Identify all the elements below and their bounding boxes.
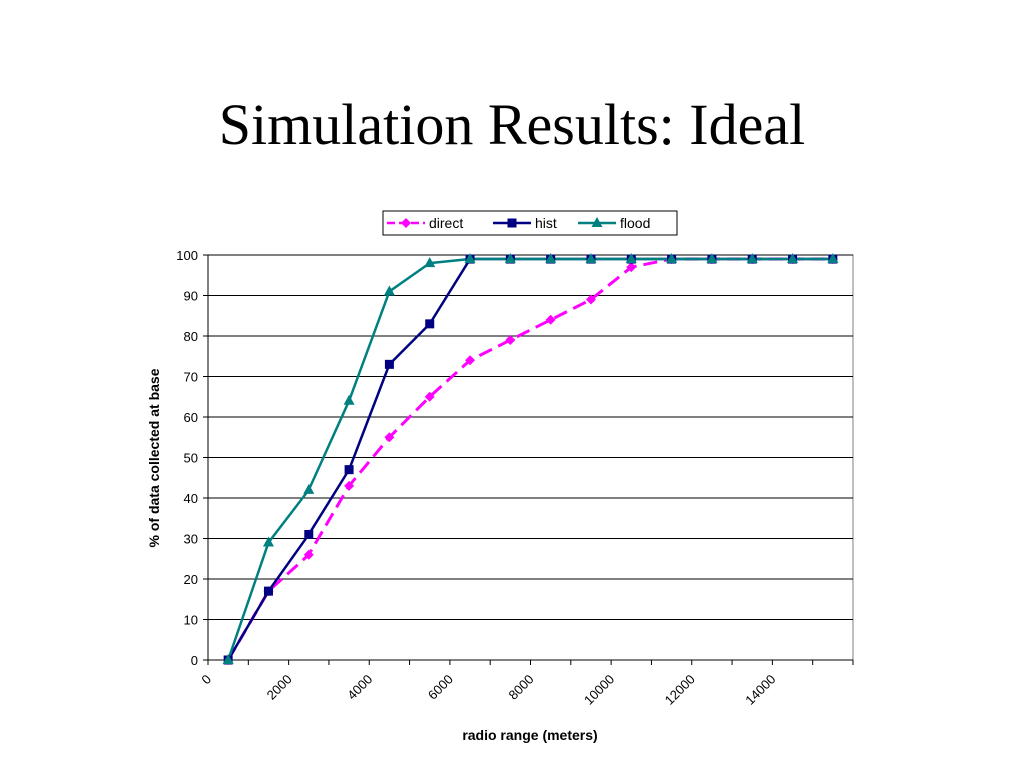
point-direct-3 — [344, 480, 355, 491]
x-tick-label-4000: 4000 — [344, 672, 375, 703]
point-direct-10 — [626, 262, 637, 273]
point-flood-8 — [545, 253, 557, 264]
point-direct-2 — [303, 549, 314, 560]
point-flood-15 — [827, 253, 839, 264]
point-flood-6 — [464, 253, 476, 264]
y-tick-label-40: 40 — [184, 491, 198, 506]
point-flood-2 — [303, 483, 315, 494]
legend-label-direct: direct — [429, 215, 463, 231]
point-hist-3 — [344, 465, 354, 475]
point-direct-6 — [465, 355, 476, 366]
x-tick-label-6000: 6000 — [425, 672, 456, 703]
legend-marker-hist — [507, 218, 517, 228]
point-flood-0 — [222, 654, 234, 664]
y-axis-title: % of data collected at base — [146, 368, 162, 547]
y-tick-label-0: 0 — [191, 653, 198, 668]
y-tick-label-100: 100 — [176, 248, 198, 263]
y-tick-label-30: 30 — [184, 532, 198, 547]
point-flood-5 — [424, 257, 436, 268]
x-axis-title: radio range (meters) — [462, 727, 597, 743]
legend-marker-flood — [591, 217, 603, 227]
legend-label-hist: hist — [535, 215, 557, 231]
point-flood-1 — [262, 536, 274, 547]
point-direct-5 — [424, 391, 435, 402]
point-flood-4 — [383, 285, 395, 296]
series-markers — [222, 253, 839, 665]
x-tick-label-2000: 2000 — [264, 672, 295, 703]
point-hist-5 — [425, 319, 435, 329]
legend-label-flood: flood — [620, 215, 650, 231]
y-tick-label-50: 50 — [184, 451, 198, 466]
point-hist-2 — [304, 529, 314, 539]
point-flood-12 — [706, 253, 718, 264]
point-flood-9 — [585, 253, 597, 264]
point-direct-7 — [505, 335, 516, 346]
x-tick-label-10000: 10000 — [581, 672, 617, 708]
x-tick-label-8000: 8000 — [506, 672, 537, 703]
axes — [203, 254, 854, 665]
x-tick-label-14000: 14000 — [742, 672, 778, 708]
y-tick-label-80: 80 — [184, 329, 198, 344]
y-tick-label-90: 90 — [184, 289, 198, 304]
point-flood-14 — [787, 253, 799, 264]
series-line-flood — [226, 257, 833, 661]
legend: direct hist flood — [382, 210, 678, 236]
y-tick-label-60: 60 — [184, 410, 198, 425]
x-tick-label-0: 0 — [198, 672, 214, 688]
point-hist-1 — [263, 586, 273, 596]
y-tick-label-70: 70 — [184, 370, 198, 385]
y-tick-label-20: 20 — [184, 572, 198, 587]
point-direct-8 — [545, 314, 556, 325]
x-tick-label-12000: 12000 — [662, 672, 698, 708]
series-line-direct — [226, 257, 833, 661]
point-direct-9 — [585, 294, 596, 305]
slide-title: Simulation Results: Ideal — [218, 92, 806, 157]
point-flood-10 — [625, 253, 637, 264]
grid-lines — [207, 254, 854, 661]
point-direct-4 — [384, 432, 395, 443]
y-tick-label-10: 10 — [184, 613, 198, 628]
legend-marker-direct — [401, 218, 411, 228]
tick-labels: 0 10 20 30 40 50 60 70 80 90 100 0 2000 4000 6000 8000 1… — [176, 248, 778, 708]
point-flood-3 — [343, 394, 355, 405]
point-flood-13 — [746, 253, 758, 264]
point-hist-4 — [384, 359, 394, 369]
point-flood-11 — [666, 253, 678, 264]
series-lines — [226, 257, 833, 661]
point-flood-7 — [504, 253, 516, 264]
series-line-hist — [227, 257, 833, 661]
